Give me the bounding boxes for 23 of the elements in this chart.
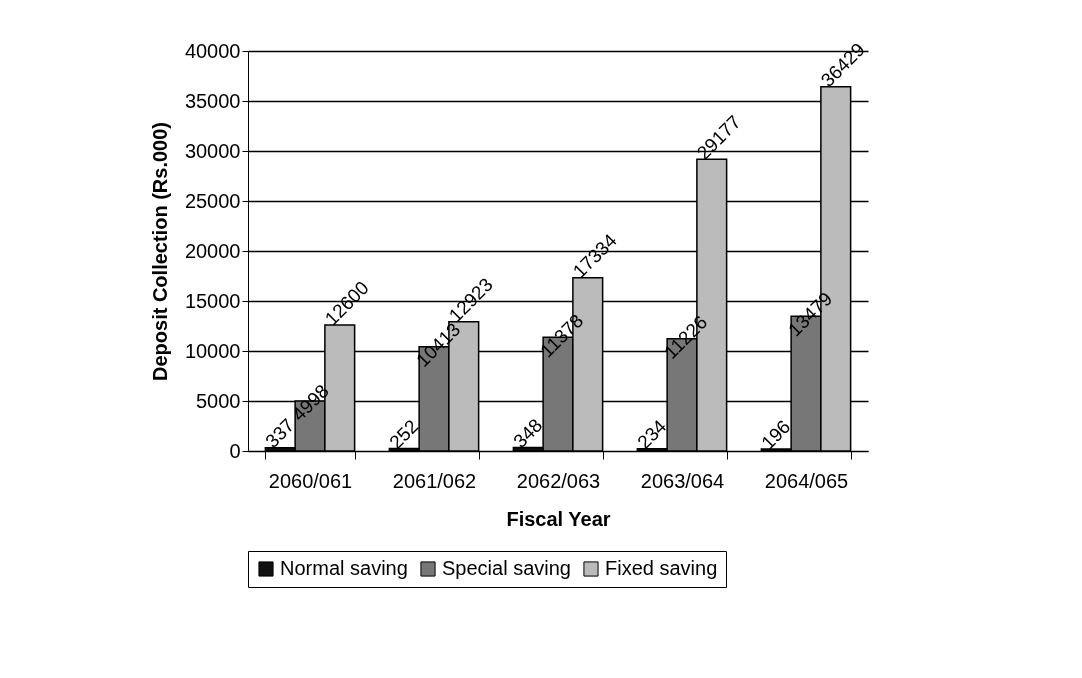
x-tick-label: 2060/061 (268, 469, 353, 492)
x-tick-label: 2061/062 (392, 469, 477, 492)
x-axis-title: Fiscal Year (506, 507, 611, 530)
data-label: 196 (757, 416, 795, 454)
data-label: 348 (509, 414, 547, 452)
x-tick-label: 2062/063 (516, 469, 601, 492)
y-tick-label: 0 (229, 439, 241, 462)
legend-label: Fixed saving (605, 557, 718, 579)
data-label: 234 (633, 415, 671, 453)
y-tick-label: 30000 (184, 139, 241, 162)
y-axis-title: Deposit Collection (Rs.000) (148, 122, 171, 381)
y-tick-label: 15000 (184, 289, 241, 312)
legend-label: Normal saving (280, 557, 408, 579)
y-tick-label: 5000 (196, 389, 241, 412)
y-tick-label: 10000 (184, 339, 241, 362)
legend-label: Special saving (442, 557, 571, 579)
y-tick-label: 35000 (184, 89, 241, 112)
y-tick-label: 25000 (184, 189, 241, 212)
y-tick-label: 20000 (184, 239, 241, 262)
data-label: 252 (385, 415, 423, 453)
y-tick-label: 40000 (184, 39, 241, 62)
x-tick-label: 2063/064 (640, 469, 725, 492)
x-tick-label: 2064/065 (764, 469, 849, 492)
